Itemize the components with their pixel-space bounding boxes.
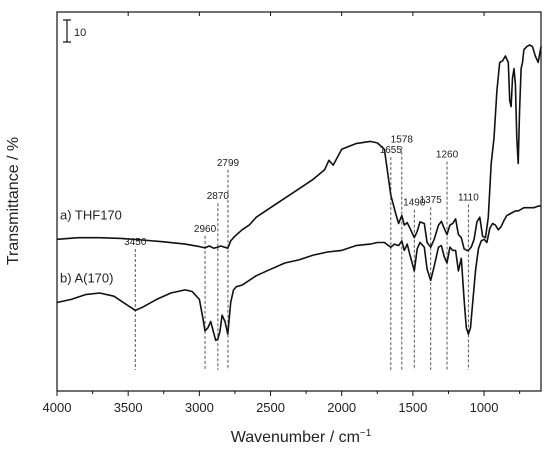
x-axis-title-superscript: −1 xyxy=(360,428,372,439)
x-tick-label-4: 2000 xyxy=(327,400,356,415)
y-axis-title: Transmittance / % xyxy=(5,137,22,265)
scale-bar: 10 xyxy=(63,19,86,43)
x-tick-label-5: 1500 xyxy=(398,400,427,415)
x-axis-title-text: Wavenumber / cm xyxy=(231,429,360,446)
peak-label-1490: 1490 xyxy=(403,198,426,209)
peak-label-2799: 2799 xyxy=(217,158,240,169)
x-tick-label-0: 4000 xyxy=(43,400,72,415)
x-tick-label-3: 2500 xyxy=(256,400,285,415)
peak-label-3450: 3450 xyxy=(124,237,147,248)
series-label-1: b) A(170) xyxy=(60,271,113,286)
x-tick-label-1: 3500 xyxy=(114,400,143,415)
peak-label-2960: 2960 xyxy=(194,224,217,235)
scale-bar-label: 10 xyxy=(74,27,86,39)
x-axis-title: Wavenumber / cm−1 xyxy=(231,428,372,446)
x-axis-ticks: 4000 3500 3000 2500 2000 1500 1000 xyxy=(43,12,521,415)
spectra xyxy=(56,44,542,342)
plot-frame xyxy=(56,11,542,392)
series-line-0 xyxy=(56,44,542,252)
peak-label-1655: 1655 xyxy=(380,145,403,156)
peak-label-1260: 1260 xyxy=(436,150,459,161)
peak-label-1375: 1375 xyxy=(420,195,443,206)
series-labels: a) THF170 b) A(170) xyxy=(60,207,122,285)
peak-label-1110: 1110 xyxy=(458,192,479,203)
series-line-1 xyxy=(56,205,541,342)
x-tick-label-6: 1000 xyxy=(470,400,499,415)
peak-label-1578: 1578 xyxy=(391,135,414,146)
series-label-0: a) THF170 xyxy=(60,207,122,222)
peak-label-2870: 2870 xyxy=(207,191,230,202)
x-tick-label-2: 3000 xyxy=(185,400,214,415)
